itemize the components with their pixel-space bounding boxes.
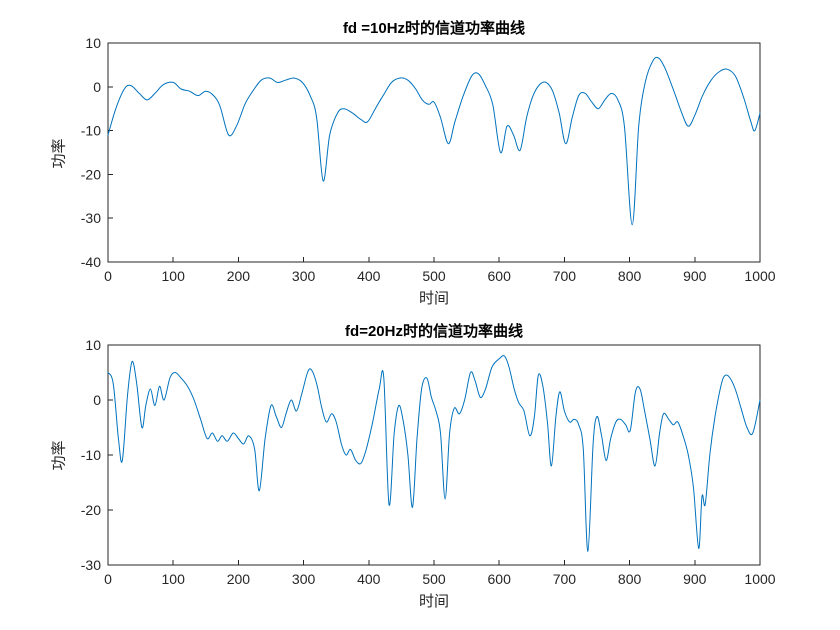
chart2-xlabel: 时间 bbox=[418, 593, 449, 610]
y-tick-label: 0 bbox=[93, 392, 101, 408]
x-tick-label: 200 bbox=[227, 268, 251, 284]
y-tick-label: -10 bbox=[81, 447, 101, 463]
x-tick-label: 0 bbox=[104, 571, 112, 587]
y-tick-label: 0 bbox=[93, 79, 101, 95]
x-tick-label: 400 bbox=[357, 571, 381, 587]
x-tick-label: 500 bbox=[422, 571, 446, 587]
data-line-channel-power-fd20 bbox=[107, 355, 761, 552]
x-tick-label: 900 bbox=[683, 571, 707, 587]
x-tick-label: 100 bbox=[162, 268, 186, 284]
x-tick-label: 700 bbox=[553, 268, 577, 284]
x-tick-label: 400 bbox=[357, 268, 381, 284]
x-tick-label: 800 bbox=[618, 268, 642, 284]
x-tick-label: 600 bbox=[488, 268, 512, 284]
data-line-channel-power-fd10 bbox=[107, 56, 761, 226]
chart1-ylabel: 功率 bbox=[50, 138, 68, 169]
x-tick-label: 200 bbox=[227, 571, 251, 587]
y-tick-label: 10 bbox=[85, 35, 101, 51]
chart2-title: fd=20Hz时的信道功率曲线 bbox=[345, 323, 523, 340]
chart2-ylabel: 功率 bbox=[50, 440, 68, 471]
axes-box bbox=[107, 42, 761, 263]
x-tick-label: 500 bbox=[422, 268, 446, 284]
x-tick-label: 300 bbox=[292, 571, 316, 587]
x-tick-label: 800 bbox=[618, 571, 642, 587]
x-tick-label: 1000 bbox=[744, 571, 775, 587]
x-tick-label: 300 bbox=[292, 268, 316, 284]
chart1-xlabel: 时间 bbox=[418, 290, 449, 307]
x-tick-label: 700 bbox=[553, 571, 577, 587]
y-tick-label: -20 bbox=[81, 502, 101, 518]
axes-2: 0 100 200 300 400 500 600 700 800 900 1000100-10-2… bbox=[81, 337, 776, 587]
y-tick-label: -30 bbox=[81, 210, 101, 226]
y-tick-label: -30 bbox=[81, 557, 101, 573]
axes-box bbox=[107, 344, 761, 566]
y-tick-label: -20 bbox=[81, 166, 101, 182]
y-tick-label: -10 bbox=[81, 123, 101, 139]
chart1-title: fd =10Hz时的信道功率曲线 bbox=[342, 20, 526, 37]
x-tick-label: 0 bbox=[104, 268, 112, 284]
axes-1: 0 100 200 300 400 500 600 700 800 900 1000100-10-2… bbox=[81, 35, 776, 284]
x-tick-label: 600 bbox=[488, 571, 512, 587]
x-tick-label: 1000 bbox=[744, 268, 775, 284]
y-tick-label: 10 bbox=[85, 337, 101, 353]
x-tick-label: 100 bbox=[162, 571, 186, 587]
y-tick-label: -40 bbox=[81, 254, 101, 270]
x-tick-label: 900 bbox=[683, 268, 707, 284]
